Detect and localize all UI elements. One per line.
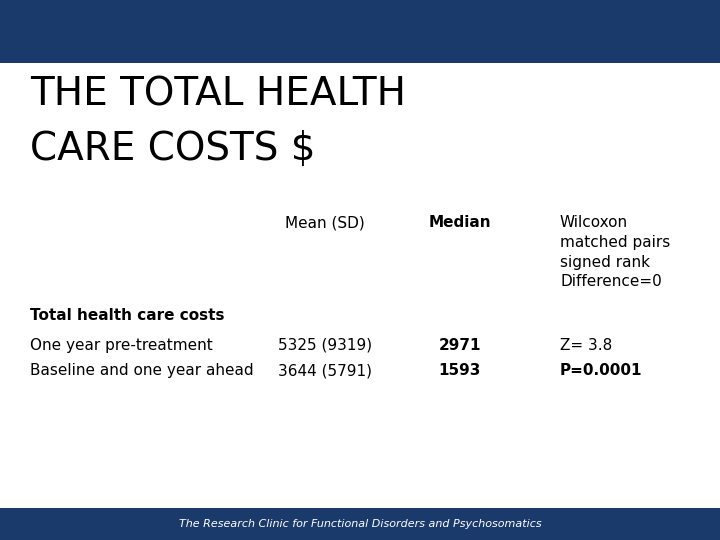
Bar (0, 508, 720, 540)
Text: Total health care costs: Total health care costs (30, 308, 225, 323)
Text: Baseline and one year ahead: Baseline and one year ahead (30, 363, 253, 378)
Bar (0, 55, 720, 63)
Text: Mean (SD): Mean (SD) (285, 215, 365, 230)
Text: Z= 3.8: Z= 3.8 (560, 338, 612, 353)
Text: The Research Clinic for Functional Disorders and Psychosomatics: The Research Clinic for Functional Disor… (179, 519, 541, 529)
Text: 5325 (9319): 5325 (9319) (278, 338, 372, 353)
Text: 1593: 1593 (438, 363, 481, 378)
Text: THE TOTAL HEALTH: THE TOTAL HEALTH (30, 75, 406, 113)
Text: P=0.0001: P=0.0001 (560, 363, 642, 378)
Text: Median: Median (428, 215, 491, 230)
Text: 3644 (5791): 3644 (5791) (278, 363, 372, 378)
Text: CARE COSTS $: CARE COSTS $ (30, 130, 315, 168)
Text: Wilcoxon
matched pairs
signed rank
Difference=0: Wilcoxon matched pairs signed rank Diffe… (560, 215, 670, 289)
Text: One year pre-treatment: One year pre-treatment (30, 338, 212, 353)
Bar (0, 0, 720, 55)
Text: 2971: 2971 (438, 338, 481, 353)
